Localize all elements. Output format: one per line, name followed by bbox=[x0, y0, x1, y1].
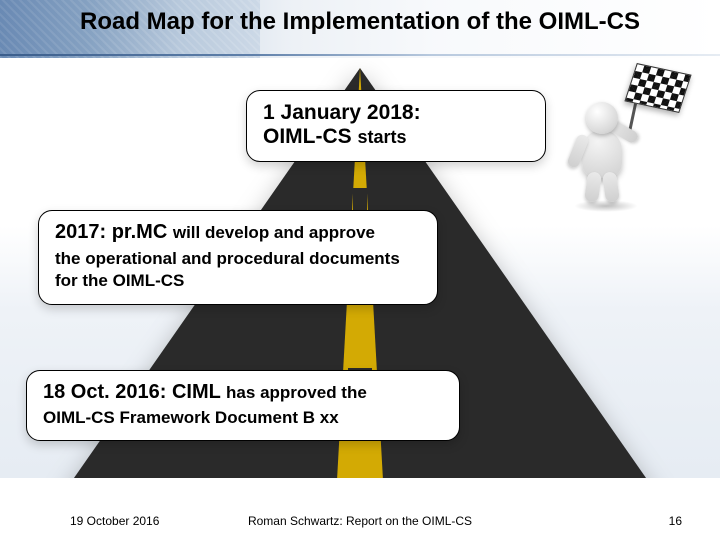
milestone-2018: 1 January 2018: OIML-CS starts bbox=[246, 90, 546, 162]
milestone-body: the operational and procedural documents… bbox=[55, 248, 421, 292]
slide: Road Map for the Implementation of the O… bbox=[0, 0, 720, 540]
headline-small: starts bbox=[358, 127, 407, 147]
lead-prefix: 18 Oct. 2016: bbox=[43, 381, 172, 403]
figure-leg bbox=[584, 171, 602, 203]
lead-small: will develop and approve bbox=[173, 223, 375, 242]
figure-body bbox=[582, 130, 622, 178]
milestone-body: OIML-CS Framework Document B xx bbox=[43, 408, 443, 428]
title-divider bbox=[0, 54, 720, 56]
lead-strong: CIML bbox=[172, 381, 226, 403]
footer-date: 19 October 2016 bbox=[70, 514, 159, 528]
milestone-2017: 2017: pr.MC will develop and approve the… bbox=[38, 210, 438, 305]
figure-shadow bbox=[574, 200, 638, 212]
lead-small: has approved the bbox=[226, 383, 367, 402]
figure-leg bbox=[602, 171, 620, 203]
lead-prefix: 2017: bbox=[55, 221, 112, 243]
footer-page: 16 bbox=[669, 514, 682, 528]
footer: 19 October 2016 Roman Schwartz: Report o… bbox=[0, 502, 720, 540]
footer-center: Roman Schwartz: Report on the OIML-CS bbox=[248, 514, 472, 528]
milestone-lead: 18 Oct. 2016: CIML has approved the bbox=[43, 381, 443, 404]
lead-strong: pr.MC bbox=[112, 221, 173, 243]
figure-head bbox=[586, 102, 618, 134]
milestone-headline: OIML-CS starts bbox=[263, 125, 529, 149]
page-title: Road Map for the Implementation of the O… bbox=[0, 8, 720, 36]
milestone-lead: 1 January 2018: bbox=[263, 101, 529, 125]
milestone-lead: 2017: pr.MC will develop and approve bbox=[55, 221, 421, 244]
milestone-2016: 18 Oct. 2016: CIML has approved the OIML… bbox=[26, 370, 460, 441]
finish-figure bbox=[550, 78, 660, 208]
headline-prefix: OIML-CS bbox=[263, 125, 358, 148]
